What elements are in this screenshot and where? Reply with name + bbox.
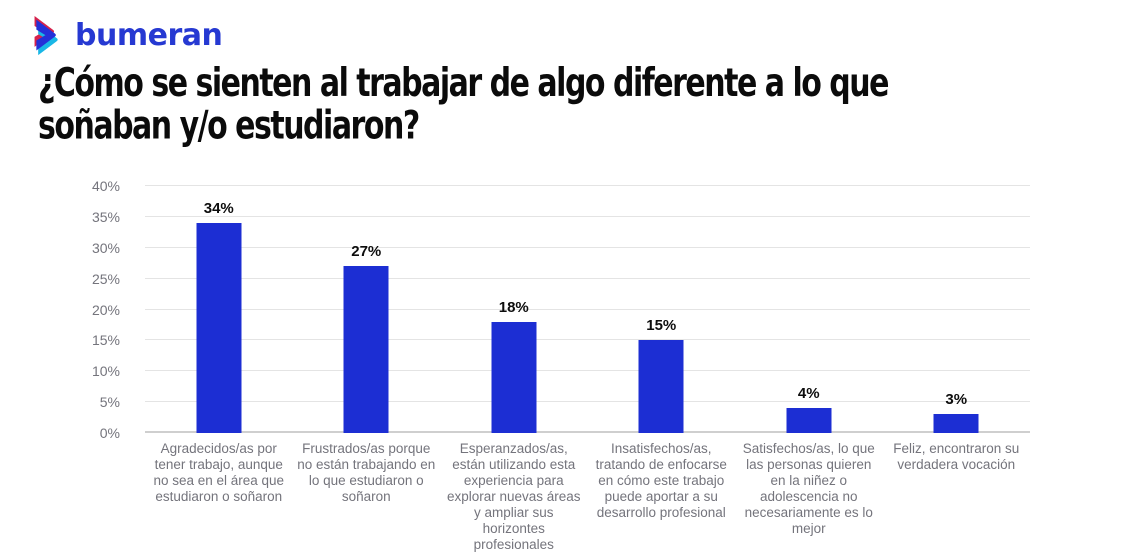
bar-value-label: 27% xyxy=(351,243,382,261)
x-axis-labels: Agradecidos/as por tener trabajo, aunque… xyxy=(145,441,1030,553)
y-tick-label: 25% xyxy=(91,270,120,287)
bar-value-label: 15% xyxy=(646,317,677,335)
bar-slot: 15% xyxy=(588,186,736,433)
gridline xyxy=(145,185,1030,186)
y-tick-label: 5% xyxy=(99,394,120,411)
bar-value-label: 18% xyxy=(498,298,529,316)
y-axis: 0% 5% 10% 15% 20% 25% 30% 35% 40% xyxy=(0,178,132,441)
y-tick-label: 30% xyxy=(91,239,120,256)
bar-slot: 34% xyxy=(145,186,293,433)
chart-title-line1: ¿Cómo se sienten al trabajar de algo dif… xyxy=(38,60,889,107)
category-label: Agradecidos/as por tener trabajo, aunque… xyxy=(153,441,285,504)
chart-title-line2: soñaban y/o estudiaron? xyxy=(38,103,420,150)
gridline xyxy=(145,308,1030,310)
y-tick-label: 0% xyxy=(99,425,120,441)
gridline xyxy=(145,277,1030,279)
boomerang-blue-layer xyxy=(36,19,56,51)
bar xyxy=(933,414,979,433)
y-tick-label: 15% xyxy=(91,332,120,349)
bars-row: 34% 27% 18% 15% 4% 3% xyxy=(145,186,1030,433)
bar-value-label: 3% xyxy=(945,391,968,409)
y-tick-label: 20% xyxy=(91,301,120,318)
plot-area: 34% 27% 18% 15% 4% 3% xyxy=(145,185,1030,433)
y-tick-label: 10% xyxy=(91,363,120,380)
category-label: Esperanzados/as, están utilizando esta e… xyxy=(446,441,581,552)
bar xyxy=(491,321,537,433)
gridline xyxy=(145,401,1030,403)
bar-slot: 18% xyxy=(440,186,588,433)
bar xyxy=(638,340,684,433)
bar-slot: 4% xyxy=(735,186,883,433)
bar xyxy=(343,266,389,433)
bar-value-label: 4% xyxy=(797,385,820,403)
bar xyxy=(786,408,832,433)
chart-title: ¿Cómo se sienten al trabajar de algo dif… xyxy=(38,60,889,150)
bar-slot: 27% xyxy=(293,186,441,433)
bumeran-boomerang-icon xyxy=(34,16,58,56)
category-label: Frustrados/as porque no están trabajando… xyxy=(297,441,436,504)
y-tick-label: 40% xyxy=(91,178,120,194)
gridline xyxy=(145,246,1030,248)
bar xyxy=(196,223,242,433)
category-label: Satisfechos/as, lo que las personas quie… xyxy=(742,441,875,536)
gridline xyxy=(145,370,1030,372)
gridline xyxy=(145,215,1030,217)
bar-value-label: 34% xyxy=(203,200,234,218)
bumeran-wordmark: bumeran xyxy=(75,18,223,53)
bumeran-logo: bumeran xyxy=(30,14,223,58)
category-label: Feliz, encontraron su verdadera vocación xyxy=(893,441,1020,472)
category-label: Insatisfechos/as, tratando de enfocarse … xyxy=(595,441,727,520)
y-tick-label: 35% xyxy=(91,208,120,225)
gridline xyxy=(145,339,1030,341)
x-axis-baseline xyxy=(145,431,1030,433)
bar-slot: 3% xyxy=(883,186,1031,433)
